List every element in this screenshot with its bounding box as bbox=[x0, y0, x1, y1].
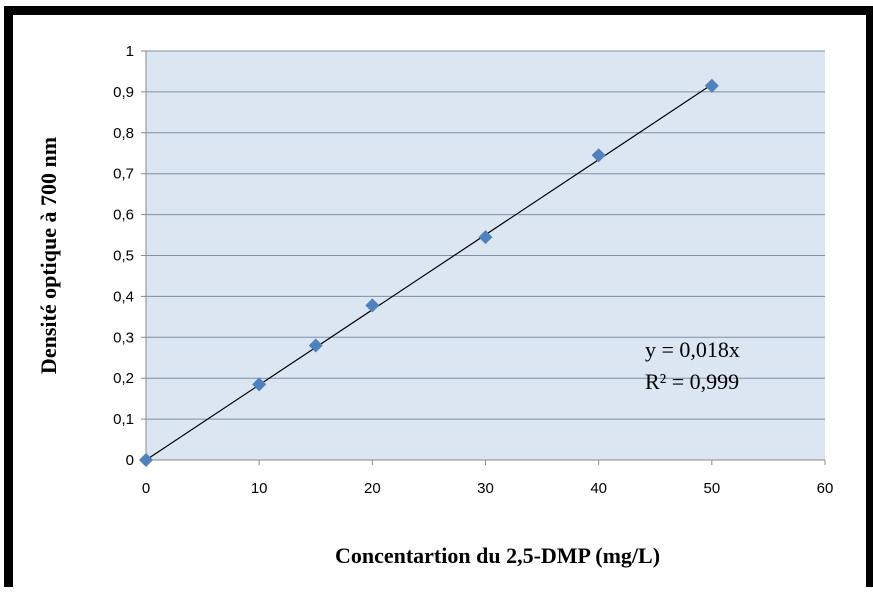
equation-annotation: y = 0,018x bbox=[645, 337, 740, 362]
x-tick-label: 50 bbox=[703, 480, 720, 497]
y-tick-label: 0,8 bbox=[113, 125, 134, 142]
trendline bbox=[145, 84, 713, 461]
x-tick-label: 0 bbox=[142, 480, 150, 497]
y-tick-label: 0,1 bbox=[113, 411, 134, 428]
x-tick-label: 20 bbox=[364, 480, 381, 497]
y-tick-label: 0,4 bbox=[113, 288, 134, 305]
data-point bbox=[139, 453, 153, 467]
axes bbox=[141, 50, 826, 465]
x-tick-label: 60 bbox=[817, 480, 834, 497]
y-tick-label: 0 bbox=[126, 452, 134, 469]
y-tick-label: 1 bbox=[126, 43, 134, 60]
gridlines bbox=[146, 50, 825, 420]
r-squared-annotation: R² = 0,999 bbox=[645, 369, 739, 394]
x-axis-title: Concentartion du 2,5-DMP (mg/L) bbox=[335, 543, 660, 568]
data-point bbox=[591, 148, 606, 163]
data-point bbox=[365, 298, 380, 313]
x-tick-label: 40 bbox=[590, 480, 607, 497]
chart-svg: 00,10,20,30,40,50,60,70,80,910 10 20 30 40 50… bbox=[36, 43, 833, 568]
y-tick-label: 0,5 bbox=[113, 248, 134, 265]
y-tick-label: 0,7 bbox=[113, 166, 134, 183]
chart-frame: 0 0,1 0,2 0,3 0,4 0,5 0,6 0,7 0,8 0,9 1 0 10 20 30 40 50… bbox=[4, 6, 873, 587]
data-point bbox=[478, 230, 493, 245]
x-tick-label: 30 bbox=[477, 480, 494, 497]
y-tick-label: 0,2 bbox=[113, 370, 134, 387]
x-tick-label: 10 bbox=[251, 480, 268, 497]
tick-labels: 00,10,20,30,40,50,60,70,80,910 10 20 30 40 50… bbox=[113, 43, 833, 497]
data-points bbox=[139, 78, 719, 467]
data-point bbox=[252, 377, 267, 392]
data-point bbox=[704, 78, 719, 93]
y-tick-label: 0,3 bbox=[113, 329, 134, 346]
y-tick-label: 0,6 bbox=[113, 207, 134, 224]
y-tick-label: 0,9 bbox=[113, 84, 134, 101]
y-axis-title: Densité optique à 700 nm bbox=[36, 137, 61, 374]
data-point bbox=[308, 338, 323, 353]
